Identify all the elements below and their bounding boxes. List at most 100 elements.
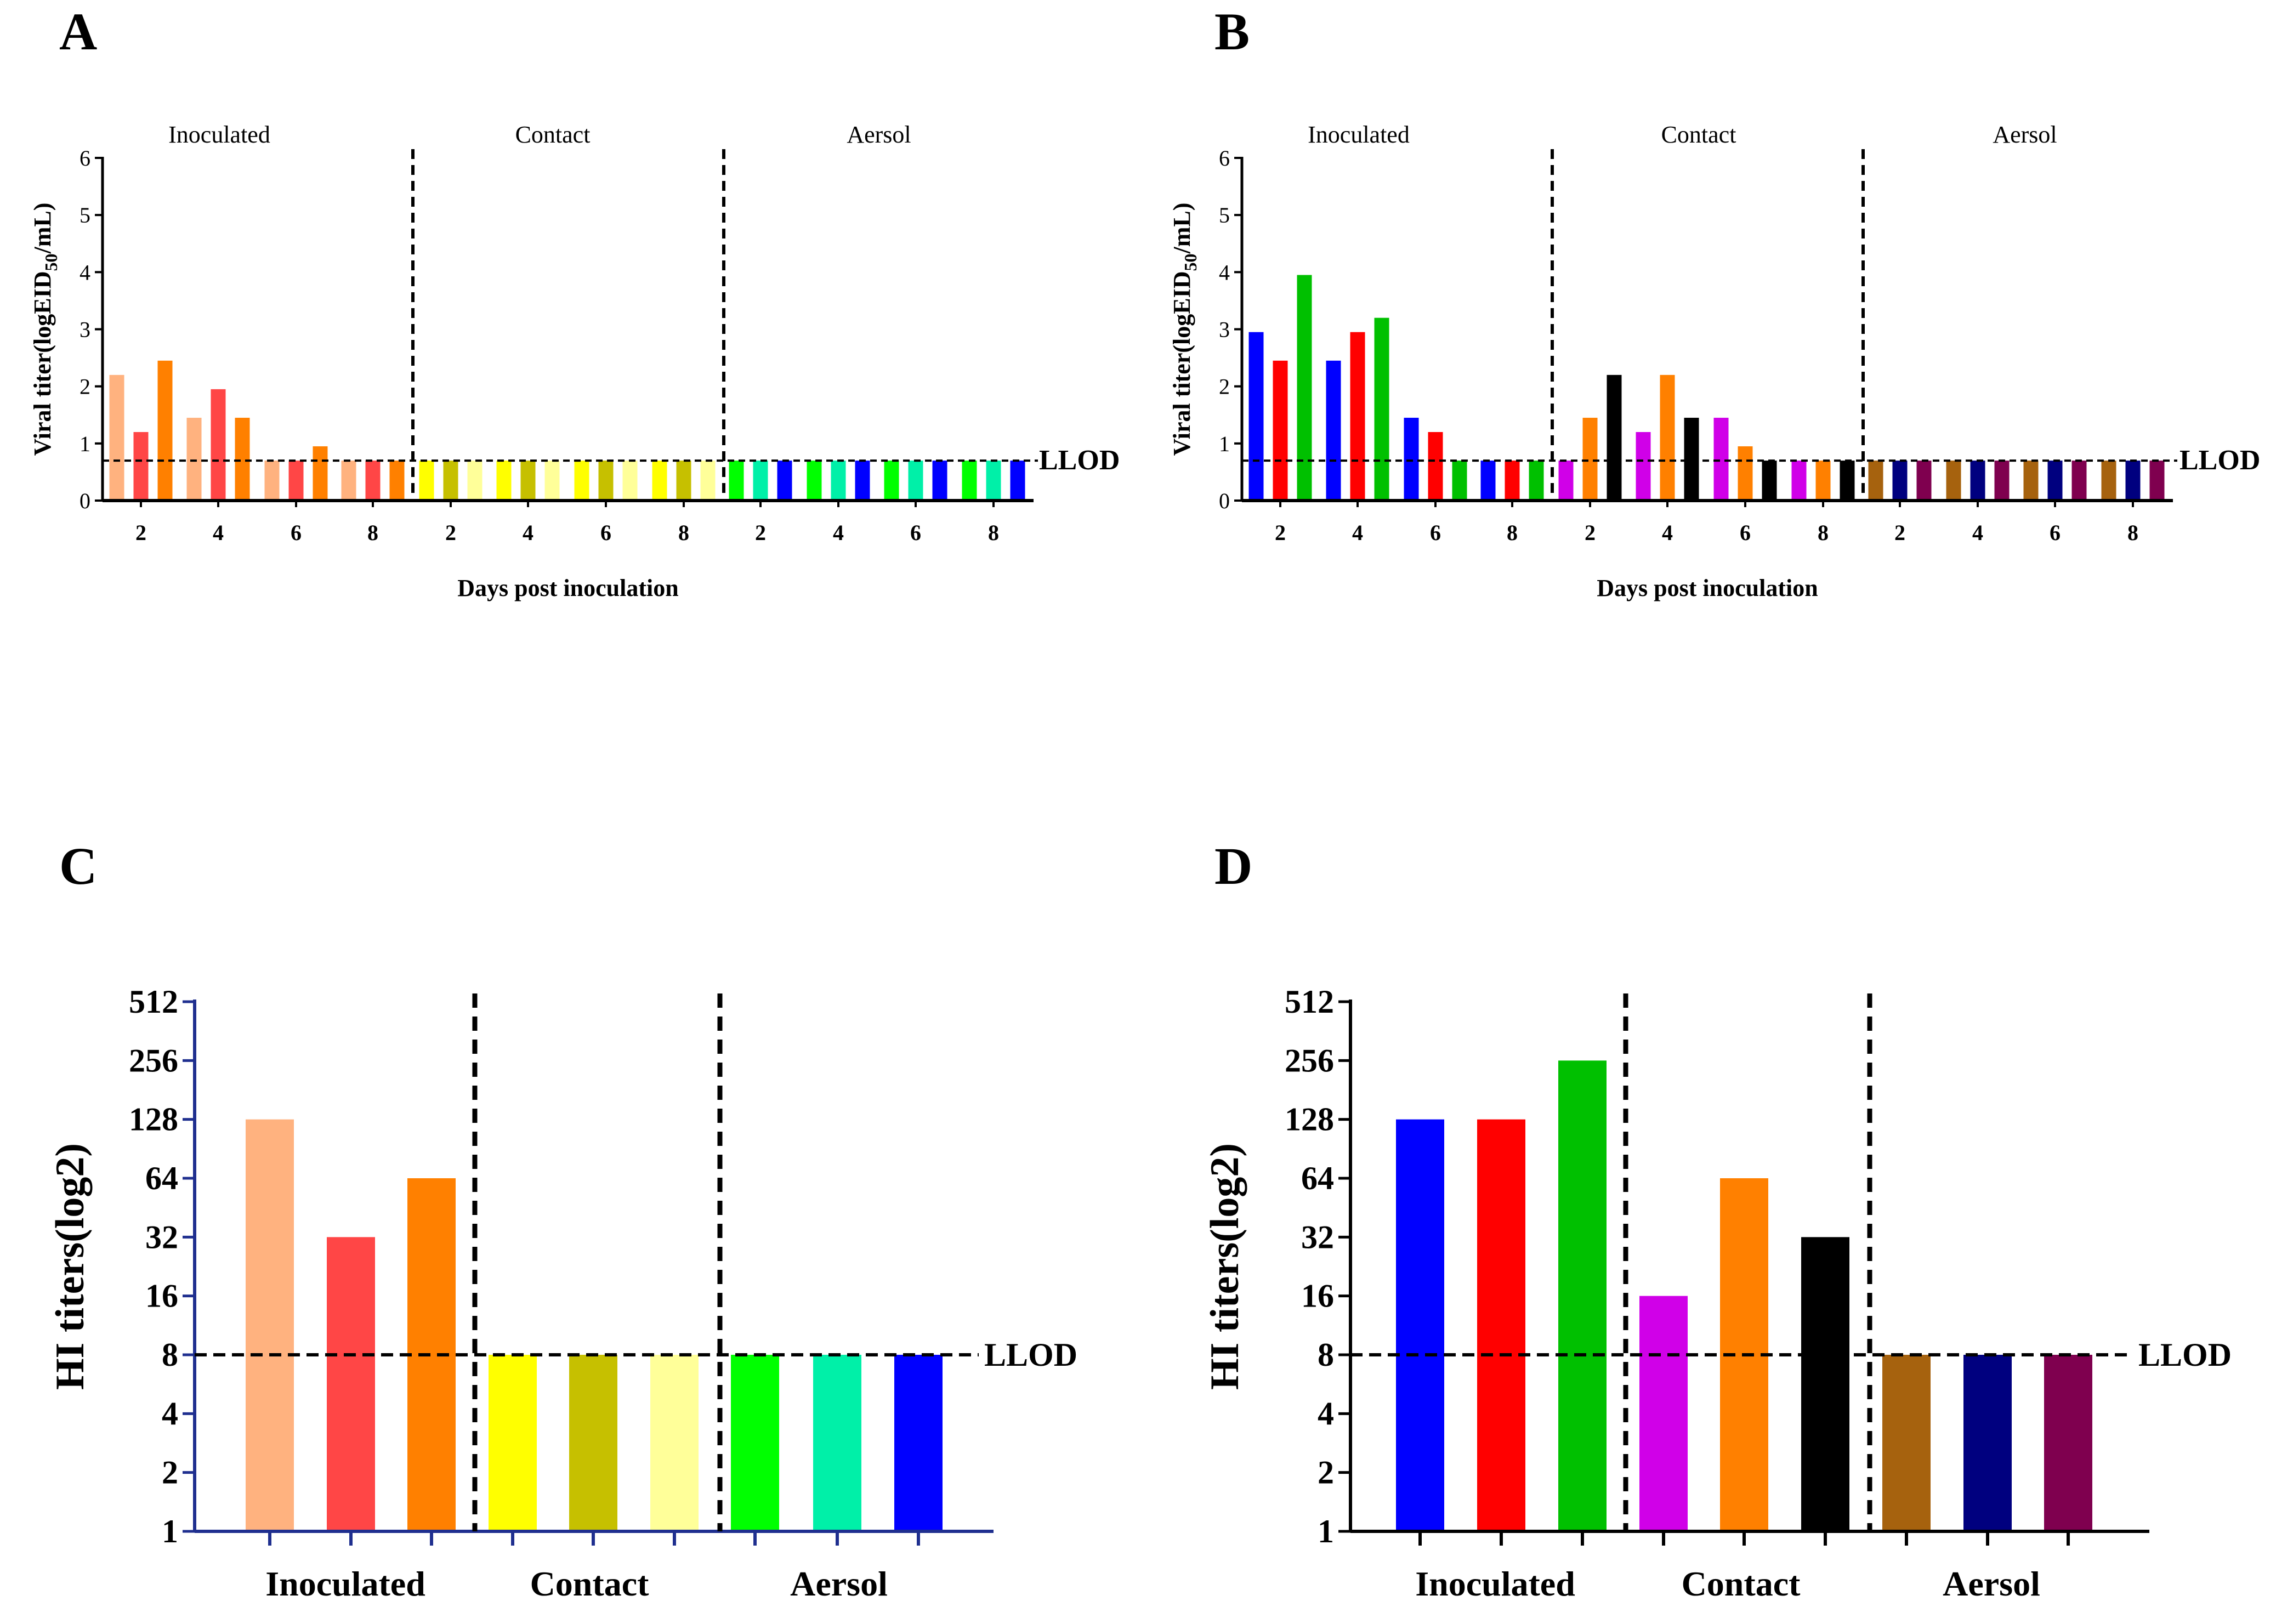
bar-a-aersol-day6-1 <box>884 461 899 501</box>
y-tick-label: 2 <box>80 374 90 399</box>
y-axis-label: Viral titer(logEID50/mL) <box>29 203 61 456</box>
llod-label: LLOD <box>1039 445 1120 476</box>
bar-a-inoculated-day2-2 <box>133 432 149 501</box>
panel-letter-d: D <box>1214 837 1252 895</box>
y-tick-label: 1 <box>1318 1513 1334 1549</box>
bar-b-aersol-day8-3 <box>2149 461 2165 501</box>
bar-b-contact-day8-3 <box>1840 461 1855 501</box>
bar-a-contact-day2-1 <box>419 461 434 501</box>
bar-a-inoculated-day4-3 <box>235 417 250 501</box>
bar-d-inoculated-2 <box>1477 1119 1525 1531</box>
bar-a-inoculated-day2-1 <box>109 374 124 501</box>
y-axis-label: HI titers(log2) <box>48 1143 93 1390</box>
y-tick-label: 16 <box>1301 1278 1334 1314</box>
bar-a-aersol-day4-3 <box>855 461 870 501</box>
y-tick-label: 6 <box>80 146 90 171</box>
y-tick-label: 3 <box>1219 317 1230 342</box>
bar-d-contact-3 <box>1801 1237 1849 1531</box>
y-tick-label: 1 <box>1219 431 1230 456</box>
bar-c-aersol-1 <box>731 1355 779 1531</box>
bar-a-aersol-day6-2 <box>908 461 923 501</box>
bar-a-contact-day4-1 <box>496 461 512 501</box>
llod-label: LLOD <box>2138 1337 2232 1373</box>
bar-b-contact-day4-2 <box>1660 374 1675 501</box>
bar-a-inoculated-day6-1 <box>264 461 280 501</box>
y-tick-label: 1 <box>80 431 90 456</box>
group-title-inoculated: Inoculated <box>168 121 270 148</box>
x-tick-label: 4 <box>213 520 224 545</box>
bar-a-inoculated-day6-3 <box>313 446 328 501</box>
y-axis-label: Viral titer(logEID50/mL) <box>1168 203 1200 456</box>
bar-a-contact-day8-3 <box>700 461 716 501</box>
y-tick-label: 6 <box>1219 146 1230 171</box>
bar-b-contact-day2-3 <box>1607 374 1622 501</box>
bar-c-inoculated-2 <box>327 1237 375 1531</box>
bar-a-contact-day2-2 <box>443 461 458 501</box>
x-tick-label: 2 <box>445 520 456 545</box>
bar-d-inoculated-1 <box>1396 1119 1444 1531</box>
x-tick-label: 6 <box>1740 520 1751 545</box>
bar-a-contact-day6-2 <box>598 461 614 501</box>
bar-b-inoculated-day8-1 <box>1480 461 1496 501</box>
y-tick-label: 256 <box>1285 1042 1334 1078</box>
bar-b-contact-day6-3 <box>1762 461 1777 501</box>
bar-b-contact-day8-2 <box>1815 461 1831 501</box>
bar-a-aersol-day2-2 <box>753 461 768 501</box>
x-tick-label: 2 <box>135 520 146 545</box>
bar-a-inoculated-day4-1 <box>186 417 202 501</box>
bar-a-aersol-day4-2 <box>831 461 846 501</box>
bar-a-aersol-day2-3 <box>777 461 792 501</box>
bar-a-contact-day4-2 <box>520 461 536 501</box>
y-tick-label: 3 <box>80 317 90 342</box>
bar-a-inoculated-day8-3 <box>389 461 405 501</box>
bar-b-contact-day6-1 <box>1713 417 1729 501</box>
bar-b-aersol-day6-1 <box>2023 461 2039 501</box>
y-tick-label: 32 <box>145 1219 178 1255</box>
y-tick-label: 256 <box>129 1042 178 1078</box>
bar-a-contact-day4-3 <box>544 461 560 501</box>
bar-a-inoculated-day8-2 <box>365 461 381 501</box>
group-label-aersol: Aersol <box>1943 1564 2040 1603</box>
y-axis-label-sub: 50 <box>41 254 61 271</box>
bar-b-inoculated-day6-2 <box>1428 432 1443 501</box>
bar-b-inoculated-day8-3 <box>1529 461 1544 501</box>
x-tick-label: 4 <box>1662 520 1673 545</box>
x-tick-label: 6 <box>1430 520 1441 545</box>
x-tick-label: 6 <box>291 520 302 545</box>
bar-a-aersol-day4-1 <box>807 461 822 501</box>
bar-a-aersol-day8-1 <box>962 461 977 501</box>
y-tick-label: 5 <box>80 203 90 228</box>
llod-label: LLOD <box>2179 445 2260 476</box>
y-tick-label: 16 <box>145 1278 178 1314</box>
y-axis-label-main: Viral titer(logEID <box>29 271 56 456</box>
y-tick-label: 32 <box>1301 1219 1334 1255</box>
x-tick-label: 8 <box>678 520 689 545</box>
y-tick-label: 4 <box>162 1395 178 1432</box>
x-tick-label: 8 <box>1507 520 1518 545</box>
x-tick-label: 4 <box>1972 520 1983 545</box>
group-title-aersol: Aersol <box>847 121 911 148</box>
group-label-contact: Contact <box>1682 1564 1801 1603</box>
x-tick-label: 6 <box>2050 520 2061 545</box>
bar-c-inoculated-1 <box>246 1119 294 1531</box>
bar-b-contact-day2-1 <box>1558 461 1574 501</box>
group-label-inoculated: Inoculated <box>265 1564 425 1603</box>
bar-d-contact-1 <box>1639 1296 1688 1531</box>
bar-a-inoculated-day2-3 <box>157 360 173 501</box>
y-axis-label-tail: /mL) <box>29 203 56 254</box>
y-tick-label: 64 <box>1301 1160 1334 1196</box>
bar-b-aersol-day8-1 <box>2101 461 2116 501</box>
bar-b-inoculated-day4-1 <box>1326 360 1341 501</box>
y-tick-label: 2 <box>162 1455 178 1491</box>
bar-c-aersol-2 <box>813 1355 861 1531</box>
x-tick-label: 6 <box>600 520 611 545</box>
x-tick-label: 8 <box>367 520 378 545</box>
x-tick-label: 8 <box>2127 520 2138 545</box>
bar-b-contact-day6-2 <box>1738 446 1753 501</box>
bar-b-contact-day8-1 <box>1791 461 1807 501</box>
group-title-contact: Contact <box>515 121 591 148</box>
bar-a-aersol-day8-3 <box>1010 461 1025 501</box>
bar-a-aersol-day6-3 <box>932 461 947 501</box>
x-tick-label: 2 <box>755 520 766 545</box>
bar-b-aersol-day4-1 <box>1946 461 1961 501</box>
